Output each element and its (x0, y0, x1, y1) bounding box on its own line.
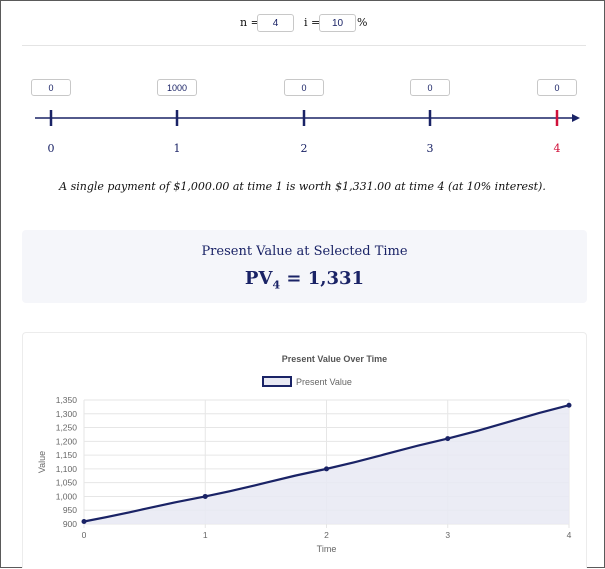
data-point (445, 436, 451, 442)
data-point (324, 466, 329, 472)
y-axis-title: Value (37, 451, 47, 473)
time-label-2[interactable]: 2 (300, 142, 308, 155)
time-label-0[interactable]: 0 (47, 142, 55, 155)
y-tick-label: 1,350 (56, 395, 78, 405)
x-tick-label: 2 (324, 530, 329, 540)
cash-flow-input-4[interactable] (537, 79, 577, 96)
cash-flow-input-1[interactable] (157, 79, 197, 96)
data-point (81, 518, 87, 524)
cash-flow-input-0[interactable] (31, 79, 71, 96)
interest-rate-input[interactable] (319, 14, 356, 32)
chart-card: Present Value Over Time Present Value 900 9… (22, 332, 587, 568)
n-label: n = (240, 16, 260, 29)
cash-flow-input-2[interactable] (284, 79, 324, 96)
pv-value-text: = 1,331 (280, 268, 365, 289)
x-tick-label: 3 (445, 530, 450, 540)
y-tick-label: 900 (63, 519, 77, 529)
percent-sign: % (357, 16, 368, 29)
y-tick-label: 1,150 (56, 450, 78, 460)
n-input[interactable] (257, 14, 294, 32)
y-tick-label: 1,250 (56, 423, 78, 433)
time-label-4[interactable]: 4 (553, 142, 561, 155)
time-label-3[interactable]: 3 (426, 142, 434, 155)
legend-swatch (262, 376, 292, 387)
divider (22, 45, 586, 46)
x-tick-label: 1 (203, 530, 208, 540)
pv-symbol: PV (244, 268, 273, 289)
x-axis-title: Time (317, 544, 337, 554)
present-value-panel: Present Value at Selected Time PV4 = 1,3… (22, 230, 587, 303)
legend-label: Present Value (296, 377, 352, 387)
pv-subscript: 4 (272, 278, 281, 292)
timeline-arrow (572, 114, 580, 122)
y-tick-label: 1,200 (56, 436, 78, 446)
x-tick-label: 4 (567, 530, 572, 540)
area-fill (84, 405, 569, 524)
y-tick-label: 1,050 (56, 478, 78, 488)
timeline-axis (35, 110, 580, 126)
i-label: i = (304, 16, 321, 29)
summary-text: A single payment of $1,000.00 at time 1 … (59, 180, 546, 193)
x-tick-label: 0 (82, 530, 87, 540)
data-point (566, 402, 572, 408)
parameters-row: n = i = % (0, 14, 605, 34)
y-tick-label: 950 (63, 505, 77, 515)
pv-panel-title: Present Value at Selected Time (201, 244, 408, 259)
y-tick-label: 1,300 (56, 409, 78, 419)
pv-result: PV4 = 1,331 (22, 268, 587, 292)
time-label-1[interactable]: 1 (173, 142, 181, 155)
present-value-chart: Present Value Over Time Present Value 900 9… (37, 354, 572, 554)
y-tick-label: 1,100 (56, 464, 78, 474)
y-tick-label: 1,000 (56, 491, 78, 501)
data-point (202, 493, 208, 499)
cash-flow-input-3[interactable] (410, 79, 450, 96)
chart-title: Present Value Over Time (282, 354, 387, 364)
